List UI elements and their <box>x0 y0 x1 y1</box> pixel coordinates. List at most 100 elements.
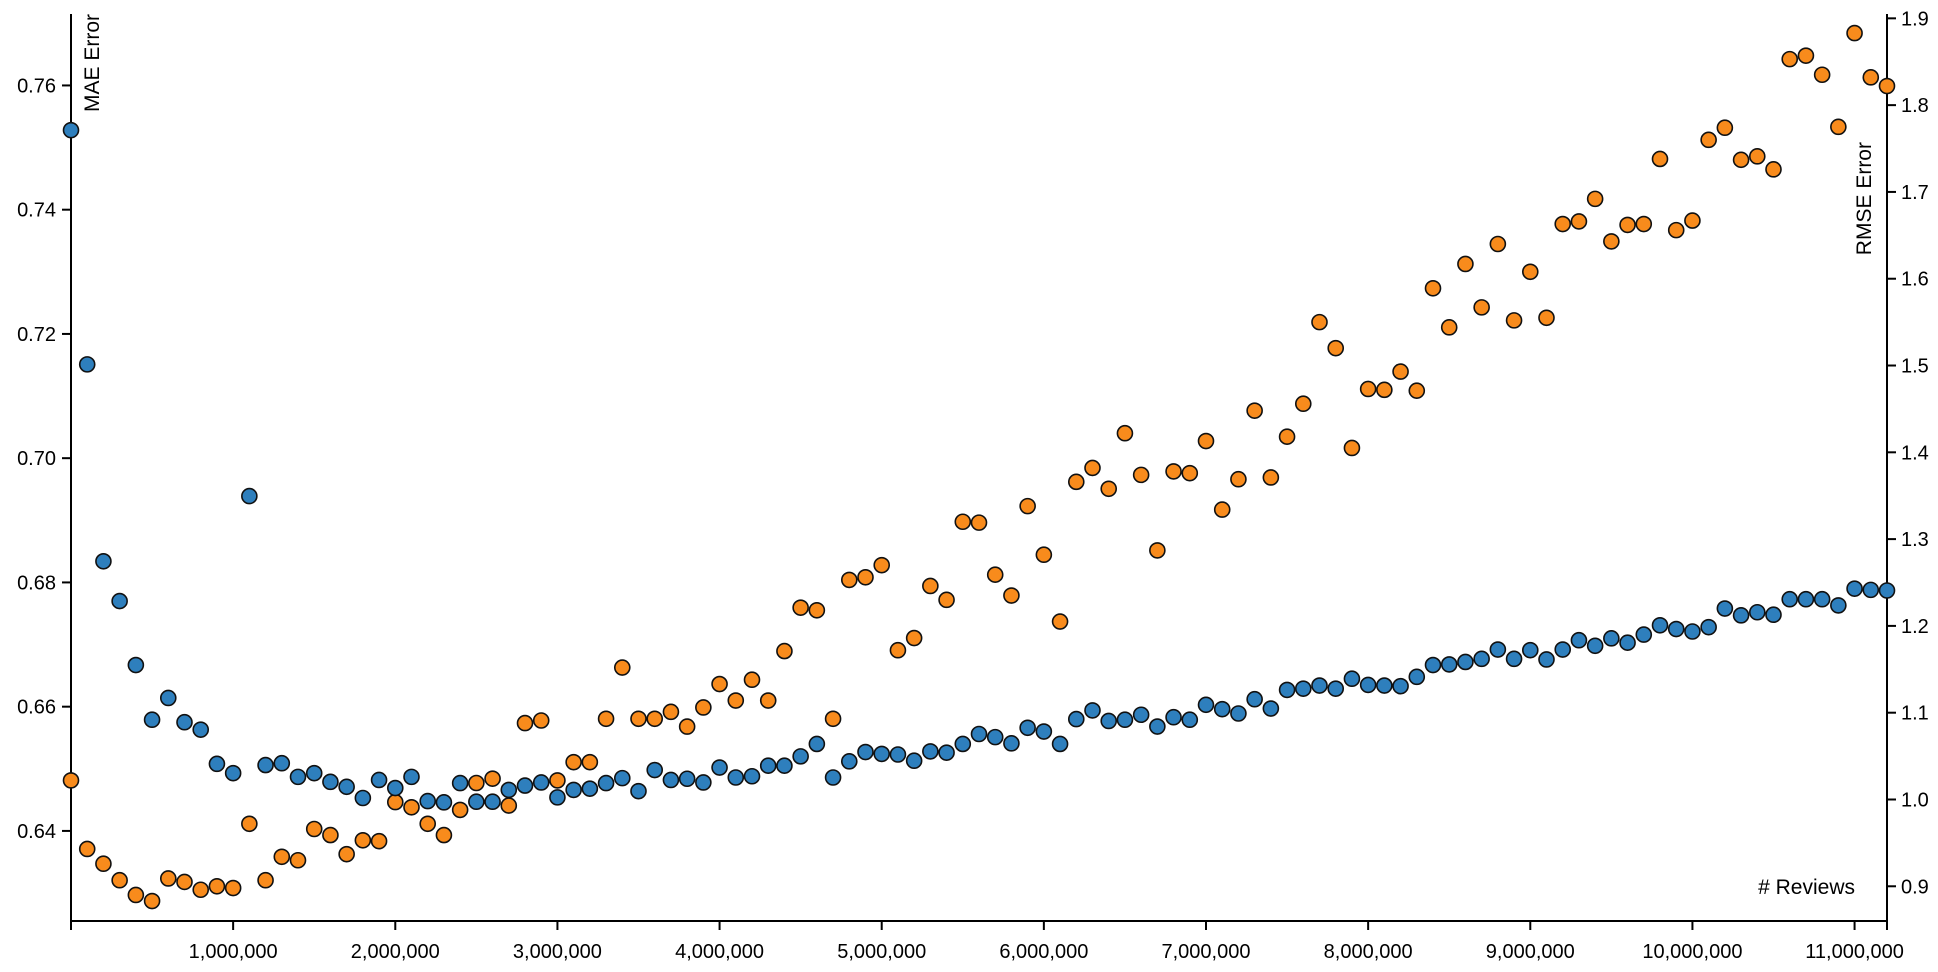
rmse-point <box>1100 480 1118 498</box>
rmse-point <box>403 798 420 816</box>
rmse-point <box>1149 542 1166 559</box>
rmse-point <box>143 892 161 910</box>
mae-point <box>532 774 550 791</box>
rmse-point <box>1440 319 1458 336</box>
right-y-tick-label: 0.9 <box>1901 876 1929 898</box>
rmse-point <box>630 710 647 728</box>
rmse-point <box>289 851 307 869</box>
rmse-point <box>1716 119 1734 137</box>
mae-point <box>954 735 972 753</box>
rmse-point <box>78 840 96 858</box>
rmse-point <box>127 886 145 904</box>
mae-point <box>127 656 145 674</box>
mae-point <box>273 754 291 772</box>
right-y-tick-label: 1.9 <box>1901 8 1929 30</box>
mae-point <box>1813 590 1831 608</box>
mae-point <box>646 761 664 779</box>
rmse-point <box>1862 69 1880 86</box>
rmse-point <box>111 871 128 889</box>
mae-point <box>1797 590 1815 608</box>
rmse-point <box>386 793 404 811</box>
right-y-tick-label: 1.8 <box>1901 95 1929 117</box>
mae-point <box>597 774 615 792</box>
mae-point <box>484 793 501 811</box>
mae-point <box>1505 650 1523 668</box>
mae-point <box>1294 680 1312 697</box>
rmse-point <box>1343 439 1361 457</box>
rmse-point <box>1878 77 1896 95</box>
left-y-tick-label: 0.70 <box>17 448 56 470</box>
mae-point <box>192 721 210 738</box>
dots-layer <box>62 24 1896 910</box>
mae-point <box>257 756 274 774</box>
mae-point <box>516 777 534 794</box>
mae-point <box>435 794 453 811</box>
mae-point <box>1003 735 1020 752</box>
rmse-point <box>516 714 534 732</box>
rmse-point <box>1116 424 1134 442</box>
mae-point <box>1635 626 1653 643</box>
rmse-point <box>1846 24 1863 42</box>
rmse-point <box>1473 299 1490 316</box>
mae-point <box>1359 676 1377 694</box>
mae-point <box>241 487 258 505</box>
rmse-point <box>1067 473 1085 491</box>
mae-point <box>662 771 680 789</box>
rmse-point <box>1408 382 1426 399</box>
x-axis-title: # Reviews <box>1758 876 1855 899</box>
x-tick-label: 5,000,000 <box>837 941 926 963</box>
x-tick-label: 11,000,000 <box>1805 941 1904 963</box>
right-y-tick-label: 1.3 <box>1901 529 1929 551</box>
mae-point <box>1603 630 1620 647</box>
rmse-point <box>224 879 242 897</box>
rmse-point <box>759 692 777 709</box>
rmse-point <box>1748 148 1766 165</box>
mae-point <box>208 755 226 773</box>
x-tick-label: 7,000,000 <box>1162 941 1251 963</box>
left-y-axis-title: MAE Error <box>81 14 104 112</box>
mae-point <box>1165 708 1182 726</box>
rmse-point <box>613 659 631 676</box>
mae-point <box>1149 718 1166 735</box>
rmse-point <box>1635 215 1653 233</box>
rmse-point <box>273 848 291 866</box>
rmse-point <box>1489 235 1507 253</box>
mae-point <box>354 789 372 807</box>
right-y-tick-label: 1.6 <box>1901 269 1929 291</box>
mae-point <box>1116 711 1134 729</box>
rmse-point <box>549 772 566 789</box>
rmse-point <box>1019 497 1036 515</box>
mae-point <box>1408 668 1426 686</box>
mae-point <box>1035 723 1053 740</box>
mae-point <box>386 779 404 797</box>
x-tick-label: 1,000,000 <box>189 941 278 963</box>
rmse-point <box>1457 255 1474 273</box>
mae-point <box>743 767 761 785</box>
right-y-tick-label: 1.2 <box>1901 616 1929 638</box>
x-tick-label: 9,000,000 <box>1486 941 1575 963</box>
rmse-point <box>1035 546 1053 564</box>
mae-point <box>1197 696 1215 714</box>
rmse-point <box>1651 150 1669 168</box>
mae-point <box>1554 641 1572 658</box>
rmse-point <box>954 513 972 531</box>
mae-point <box>1781 590 1799 608</box>
rmse-point <box>370 832 388 850</box>
mae-point <box>1862 581 1880 599</box>
rmse-point <box>192 881 210 899</box>
rmse-point <box>646 710 664 728</box>
mae-point <box>1440 656 1458 673</box>
mae-point <box>1651 616 1669 634</box>
mae-point <box>1521 641 1539 659</box>
mae-point <box>370 771 388 789</box>
right-y-tick-label: 1.7 <box>1901 182 1929 204</box>
rmse-point <box>241 815 258 833</box>
mae-point <box>1700 618 1717 636</box>
right-y-tick-label: 1.4 <box>1901 442 1929 464</box>
mae-point <box>1473 650 1490 668</box>
mae-point <box>1424 656 1442 674</box>
rmse-point <box>597 710 615 728</box>
rmse-point <box>565 753 582 771</box>
mae-point <box>808 735 826 753</box>
